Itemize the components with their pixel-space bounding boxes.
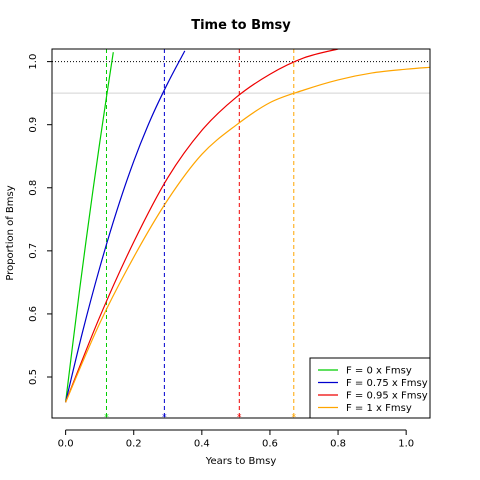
reference-lines [52, 61, 430, 94]
series-lines [65, 49, 430, 403]
legend-label: F = 0.75 x Fmsy [346, 378, 428, 389]
legend-label: F = 0 x Fmsy [346, 366, 412, 377]
x-tick-label: 1.0 [398, 438, 414, 449]
vertical-marker-lines [105, 49, 295, 418]
y-tick-label: 0.8 [28, 180, 39, 196]
y-axis-label: Proportion of Bmsy [5, 185, 16, 280]
y-axis: 0.5 0.6 0.7 0.8 0.9 1.0 [28, 54, 53, 385]
x-tick-label: 0.8 [330, 438, 346, 449]
legend-label: F = 1 x Fmsy [346, 403, 412, 414]
x-tick-label: 0.6 [262, 438, 278, 449]
series-line-2 [65, 49, 339, 403]
y-tick-label: 0.5 [28, 369, 39, 385]
series-line-3 [65, 66, 430, 403]
series-line-1 [65, 50, 186, 403]
x-tick-label: 0.4 [194, 438, 210, 449]
y-tick-label: 0.6 [28, 306, 39, 322]
legend-label: F = 0.95 x Fmsy [346, 391, 428, 402]
chart-title: Time to Bmsy [191, 18, 291, 33]
x-tick-label: 0.0 [58, 438, 74, 449]
y-tick-label: 0.9 [28, 117, 39, 133]
x-axis: 0.0 0.2 0.4 0.6 0.8 1.0 [58, 429, 414, 449]
y-tick-label: 0.7 [28, 243, 39, 259]
y-tick-label: 1.0 [28, 54, 39, 70]
series-line-0 [65, 52, 114, 403]
x-axis-label: Years to Bmsy [205, 456, 277, 467]
x-tick-label: 0.2 [126, 438, 142, 449]
